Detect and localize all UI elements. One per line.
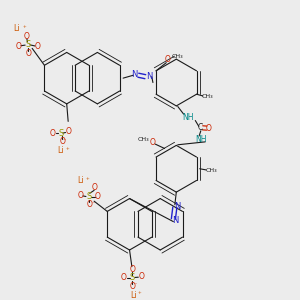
Text: O: O xyxy=(15,42,21,51)
Text: O: O xyxy=(165,55,171,64)
Text: O: O xyxy=(77,191,83,200)
Text: ⁺: ⁺ xyxy=(138,292,142,298)
Text: O: O xyxy=(91,183,97,192)
Text: Li: Li xyxy=(130,291,136,300)
Text: CH₃: CH₃ xyxy=(171,54,183,59)
Text: Li: Li xyxy=(58,146,64,155)
Text: N: N xyxy=(146,72,152,81)
Text: Li: Li xyxy=(14,24,20,33)
Text: ⁺: ⁺ xyxy=(65,148,69,154)
Text: N: N xyxy=(172,216,179,225)
Text: ⁻: ⁻ xyxy=(91,202,94,207)
Text: C: C xyxy=(198,123,203,132)
Text: O: O xyxy=(149,138,155,147)
Text: ⁻: ⁻ xyxy=(63,140,66,144)
Text: ⁻: ⁻ xyxy=(134,284,137,288)
Text: O: O xyxy=(65,127,71,136)
Text: Li: Li xyxy=(77,176,83,185)
Text: N: N xyxy=(132,70,138,79)
Text: CH₃: CH₃ xyxy=(137,137,149,142)
Text: O: O xyxy=(121,273,127,282)
Text: O: O xyxy=(130,265,135,274)
Text: S: S xyxy=(130,273,135,282)
Text: O: O xyxy=(25,49,31,58)
Text: N: N xyxy=(174,202,180,211)
Text: O: O xyxy=(24,32,30,40)
Text: O: O xyxy=(35,42,41,51)
Text: O: O xyxy=(86,200,92,209)
Text: O: O xyxy=(95,192,100,201)
Text: NH: NH xyxy=(195,135,207,144)
Text: O: O xyxy=(130,282,135,291)
Text: ⁺: ⁺ xyxy=(22,26,26,32)
Text: S: S xyxy=(86,192,92,201)
Text: S: S xyxy=(58,129,64,138)
Text: ⁺: ⁺ xyxy=(86,178,90,184)
Text: O: O xyxy=(50,129,56,138)
Text: NH: NH xyxy=(182,113,194,122)
Text: S: S xyxy=(26,40,31,49)
Text: CH₃: CH₃ xyxy=(206,168,217,173)
Text: CH₃: CH₃ xyxy=(202,94,214,99)
Text: O: O xyxy=(206,124,212,133)
Text: O: O xyxy=(59,137,65,146)
Text: O: O xyxy=(138,272,144,281)
